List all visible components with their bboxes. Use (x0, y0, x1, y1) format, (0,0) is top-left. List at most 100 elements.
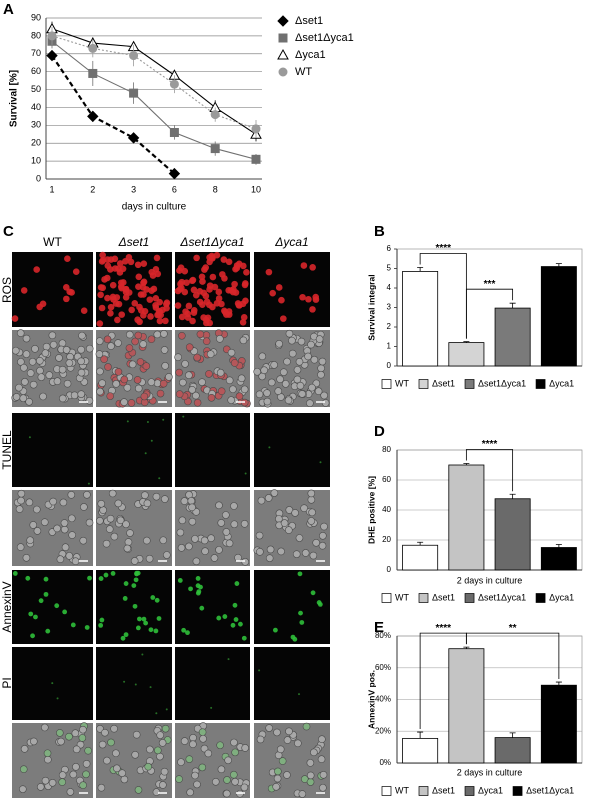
cell (306, 759, 315, 767)
cell (293, 366, 302, 374)
cell (104, 363, 112, 371)
cell (122, 258, 129, 265)
cell (53, 377, 62, 386)
cell (233, 617, 239, 622)
cell (65, 732, 73, 741)
cell (299, 620, 305, 625)
cell (108, 489, 117, 498)
cell (265, 268, 273, 276)
cell (315, 335, 324, 343)
cell (123, 632, 129, 638)
series-line (51, 35, 257, 130)
cell (199, 605, 205, 611)
row-label: ROS (0, 277, 14, 303)
significance-label: **** (435, 243, 451, 254)
x-axis-label: 2 days in culture (457, 767, 523, 777)
cell (103, 335, 112, 344)
cell (112, 749, 120, 758)
cell (133, 376, 142, 384)
bar (448, 464, 485, 571)
cell (96, 320, 104, 327)
cell (204, 314, 212, 322)
cell (57, 737, 65, 746)
cell (96, 367, 104, 376)
cell (128, 360, 137, 369)
cell (107, 310, 114, 317)
cell (87, 575, 92, 581)
cell (134, 331, 143, 340)
cell (16, 329, 25, 337)
x-axis-label: days in culture (122, 202, 187, 213)
cell (17, 358, 25, 366)
legend-swatch (381, 593, 392, 603)
cell (230, 622, 236, 628)
cell (61, 543, 70, 552)
cell (12, 393, 21, 401)
cell (306, 771, 315, 780)
cell (270, 361, 278, 369)
y-tick-label: 20 (382, 535, 391, 544)
cell (305, 295, 312, 303)
cell (21, 378, 29, 386)
micrograph (12, 570, 93, 644)
cell (274, 387, 283, 395)
cell (156, 317, 164, 325)
cell (299, 293, 306, 301)
cell (62, 283, 70, 291)
cell (180, 737, 189, 745)
error-bar (417, 541, 424, 546)
cell (107, 738, 115, 747)
marker (46, 49, 58, 62)
cell (79, 781, 87, 790)
cell (140, 279, 147, 287)
cell (33, 266, 40, 273)
cell (56, 729, 64, 737)
x-tick-label: 10 (251, 184, 261, 194)
cell (192, 557, 201, 566)
cell (28, 357, 37, 366)
cell (106, 514, 115, 523)
micrograph (175, 722, 250, 798)
cell (297, 571, 303, 577)
cell (291, 509, 299, 517)
cell (70, 622, 76, 628)
cell (319, 783, 327, 792)
cell (217, 519, 226, 527)
cell (112, 380, 120, 388)
cell (283, 771, 291, 779)
cell (181, 360, 189, 368)
cell (147, 378, 156, 386)
cell (68, 531, 76, 539)
legend-marker (278, 67, 288, 77)
cell (177, 578, 183, 583)
cell (130, 557, 139, 565)
micrograph-background (254, 647, 330, 720)
cell (319, 461, 322, 464)
y-tick-label: 80% (375, 631, 391, 640)
cell (307, 517, 316, 525)
legend-label: Δset1 (295, 15, 323, 27)
cell (187, 497, 196, 505)
cell (216, 368, 225, 377)
panel-label: D (374, 423, 385, 440)
bar (402, 737, 439, 764)
cell (148, 627, 154, 633)
cell (205, 370, 213, 378)
cell (142, 362, 151, 370)
cell (152, 304, 160, 311)
cell (278, 757, 287, 765)
cell (135, 273, 143, 281)
cell (41, 776, 50, 785)
cell (288, 349, 297, 358)
cell (293, 375, 302, 384)
cell (202, 337, 211, 346)
cell (308, 383, 316, 392)
micrograph-background (96, 413, 172, 487)
cell (209, 273, 217, 281)
cell (196, 298, 204, 306)
cell (20, 745, 29, 753)
cell (28, 611, 34, 617)
cell (133, 577, 139, 583)
cell (146, 296, 154, 303)
y-axis-label: Survival [%] (9, 70, 20, 127)
